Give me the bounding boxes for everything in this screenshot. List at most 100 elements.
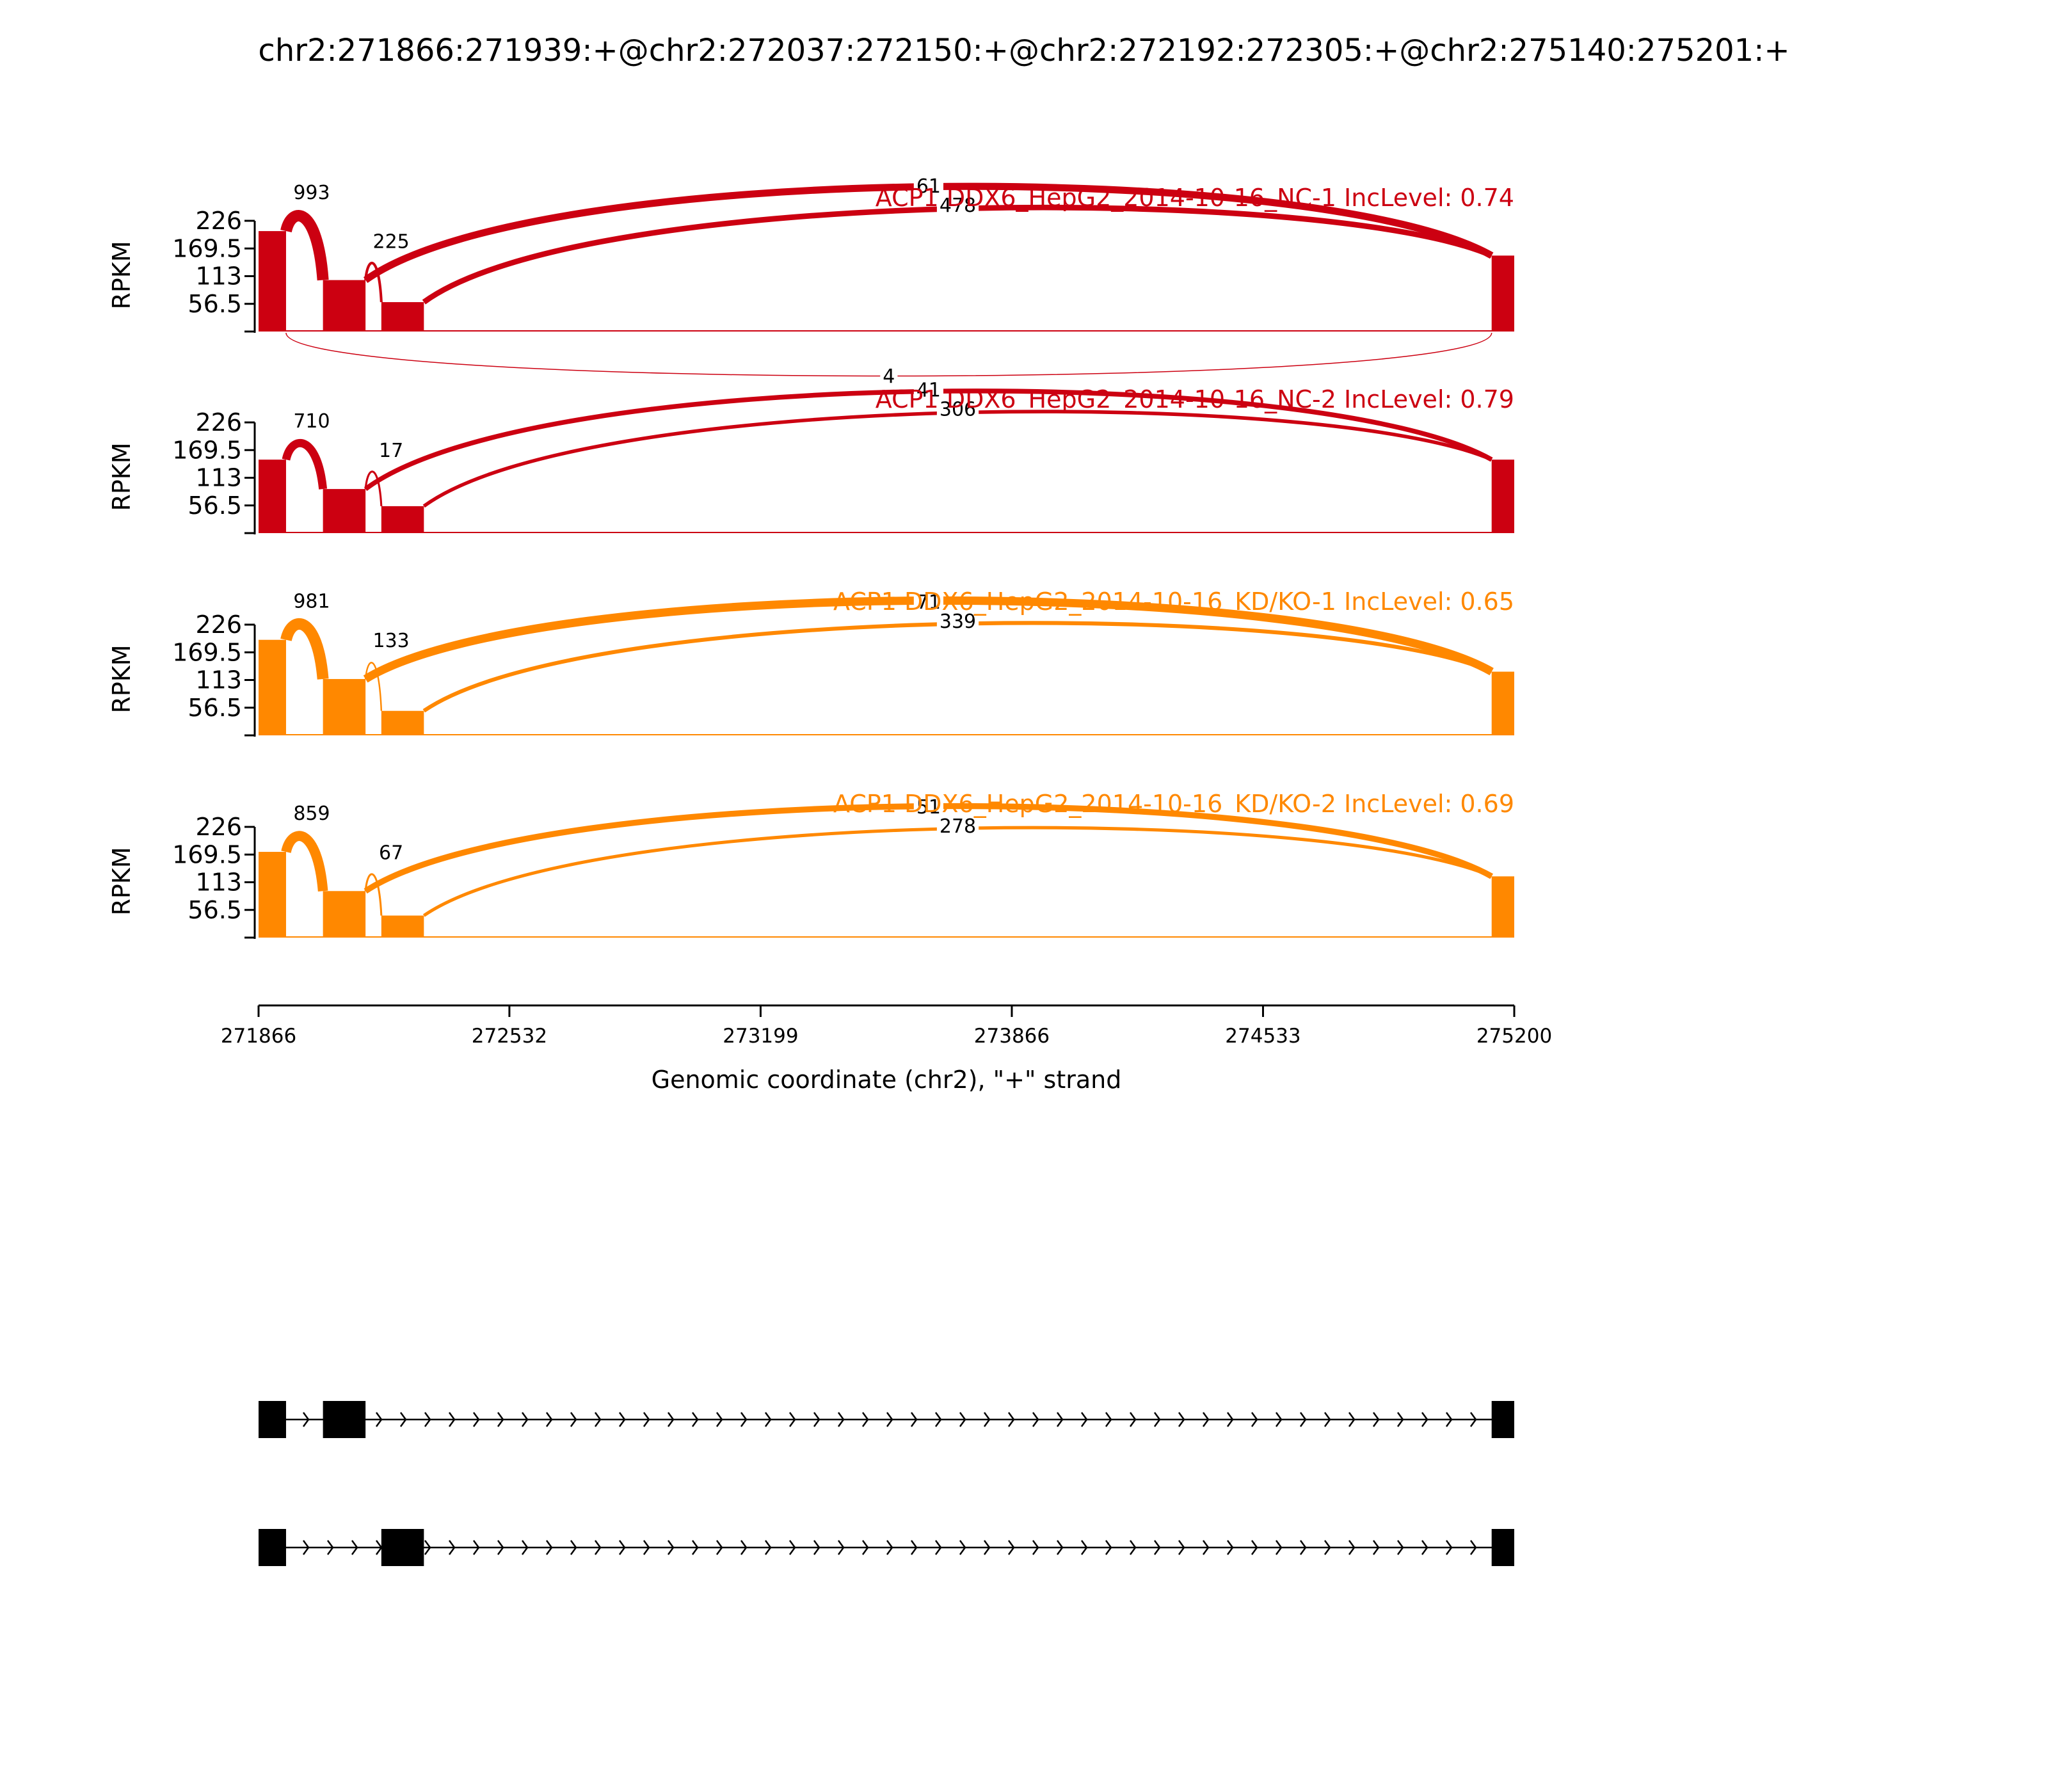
strand-arrow	[667, 1412, 675, 1427]
strand-arrow	[1129, 1412, 1137, 1427]
strand-arrow	[1226, 1412, 1234, 1427]
strand-arrow	[1129, 1540, 1137, 1555]
junction-label-bg	[291, 801, 333, 827]
exon-block	[381, 1529, 424, 1566]
y-tick-label: 169.5	[172, 840, 242, 868]
junction-arc	[282, 438, 328, 490]
exon-coverage-bar	[259, 852, 286, 938]
junction-arc	[364, 873, 383, 916]
junction-label-bg	[936, 397, 979, 422]
exon-coverage-bar	[323, 678, 366, 735]
strand-arrow	[1372, 1412, 1380, 1427]
y-axis-label: RPKM	[108, 644, 136, 713]
y-tick-label: 113	[195, 666, 242, 694]
strand-arrow	[1202, 1412, 1210, 1427]
y-tick-label: 226	[195, 207, 242, 235]
strand-arrow	[1032, 1412, 1039, 1427]
strand-arrow	[1324, 1412, 1331, 1427]
strand-arrow	[472, 1412, 480, 1427]
strand-arrow	[375, 1412, 383, 1427]
x-tick-label: 273866	[974, 1025, 1050, 1048]
strand-arrow	[643, 1540, 650, 1555]
strand-arrow	[788, 1412, 796, 1427]
y-tick-label: 169.5	[172, 436, 242, 464]
junction-label: 225	[372, 231, 409, 253]
y-tick-label: 56.5	[188, 290, 242, 318]
strand-arrow	[1056, 1412, 1064, 1427]
junction-arc	[364, 662, 383, 711]
y-tick-label: 113	[195, 464, 242, 492]
exon-coverage-bar	[259, 231, 286, 332]
strand-arrow	[861, 1540, 869, 1555]
strand-arrow	[497, 1412, 504, 1427]
junction-label-bg	[936, 609, 979, 634]
junction-label-bg	[880, 364, 898, 389]
exon-block	[1491, 1401, 1514, 1438]
strand-arrow	[740, 1412, 748, 1427]
strand-arrow	[691, 1412, 699, 1427]
exon-coverage-bar	[1491, 255, 1514, 332]
strand-arrow	[1080, 1540, 1088, 1555]
strand-arrow	[667, 1540, 675, 1555]
strand-arrow	[1153, 1540, 1161, 1555]
panel-title: ACP1 DDX6_HepG2_2014-10-16_KD/KO-2 IncLe…	[833, 790, 1514, 818]
strand-arrow	[618, 1412, 626, 1427]
strand-arrow	[764, 1412, 772, 1427]
strand-arrow	[1032, 1540, 1039, 1555]
junction-arc	[422, 204, 1493, 305]
strand-arrow	[934, 1412, 942, 1427]
strand-arrow	[326, 1540, 334, 1555]
junction-arc	[364, 261, 383, 303]
y-tick-label: 56.5	[188, 896, 242, 924]
strand-arrow	[1178, 1412, 1185, 1427]
strand-arrow	[497, 1540, 504, 1555]
exon-coverage-bar	[381, 710, 424, 735]
strand-arrow	[788, 1540, 796, 1555]
x-tick-label: 275200	[1476, 1025, 1552, 1048]
exon-block	[1491, 1529, 1514, 1566]
junction-label-bg	[376, 840, 406, 866]
strand-arrow	[1421, 1412, 1428, 1427]
strand-arrow	[1251, 1540, 1258, 1555]
exon-block	[259, 1529, 286, 1566]
strand-arrow	[643, 1412, 650, 1427]
intron-coverage	[259, 936, 1514, 938]
strand-arrow	[1348, 1412, 1356, 1427]
x-tick-label: 274533	[1225, 1025, 1300, 1048]
strand-arrow	[448, 1540, 456, 1555]
strand-arrow	[959, 1412, 966, 1427]
y-axis-label: RPKM	[108, 442, 136, 511]
strand-arrow	[886, 1412, 893, 1427]
junction-label: 478	[940, 195, 976, 217]
strand-arrow	[959, 1540, 966, 1555]
junction-label-bg	[376, 438, 406, 464]
strand-arrow	[521, 1540, 529, 1555]
y-tick-label: 169.5	[172, 638, 242, 666]
chart-title: chr2:271866:271939:+@chr2:272037:272150:…	[258, 33, 1789, 68]
strand-arrow	[1275, 1412, 1283, 1427]
strand-arrow	[399, 1412, 407, 1427]
junction-label: 278	[940, 815, 976, 838]
strand-arrow	[1080, 1412, 1088, 1427]
junction-arc	[422, 826, 1492, 917]
panel-title: ACP1 DDX6_HepG2_2014-10-16_NC-1 IncLevel…	[876, 184, 1514, 212]
exon-coverage-bar	[259, 639, 286, 735]
strand-arrow	[424, 1412, 431, 1427]
junction-label: 993	[293, 182, 330, 204]
exon-coverage-bar	[381, 302, 424, 332]
strand-arrow	[351, 1540, 358, 1555]
strand-arrow	[1324, 1540, 1331, 1555]
strand-arrow	[1396, 1412, 1404, 1427]
strand-arrow	[837, 1412, 845, 1427]
y-axis-label: RPKM	[108, 241, 136, 309]
junction-label: 67	[379, 842, 403, 864]
y-axis-label: RPKM	[108, 847, 136, 915]
junction-label-bg	[370, 229, 412, 255]
strand-arrow	[1226, 1540, 1234, 1555]
exon-coverage-bar	[381, 915, 424, 938]
